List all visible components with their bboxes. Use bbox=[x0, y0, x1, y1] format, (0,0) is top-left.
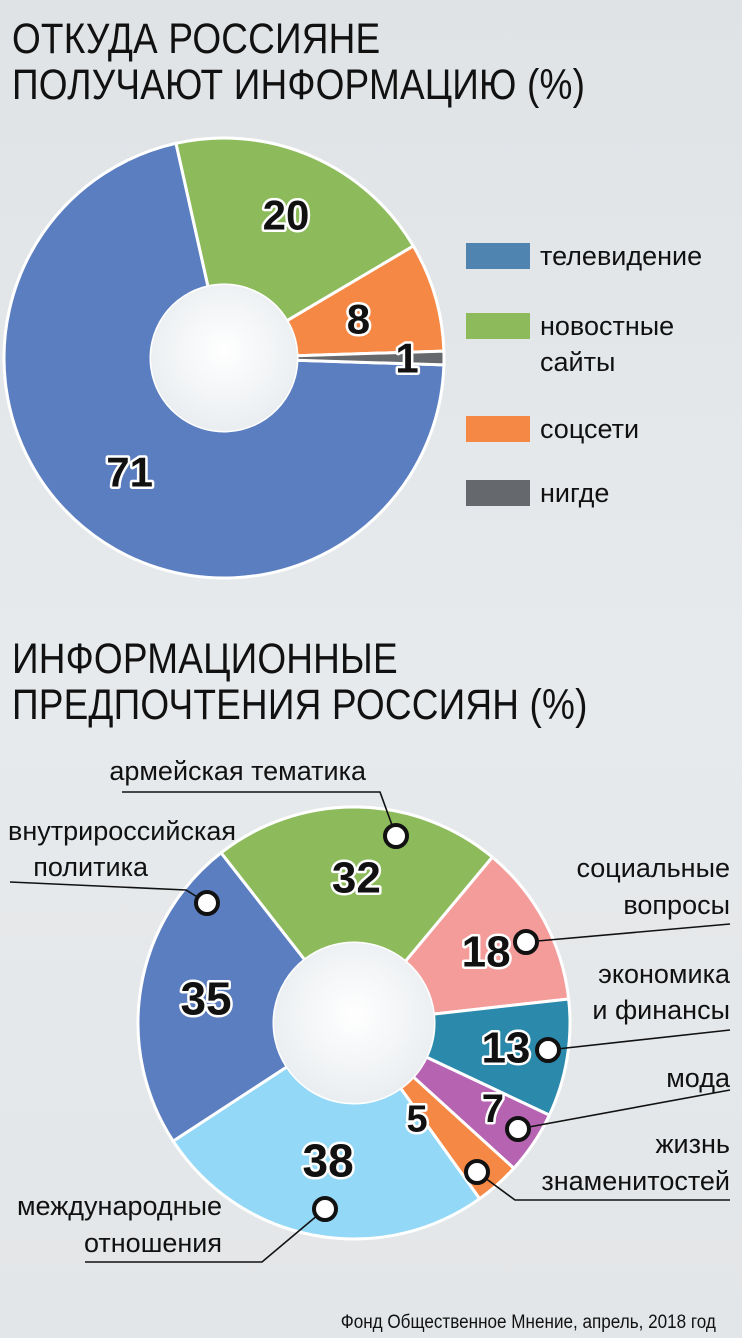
chart2-leader-социальные-вопросы bbox=[525, 923, 731, 943]
chart2-label-отношения: отношения bbox=[84, 1228, 222, 1258]
chart1-legend: телевидение новостные сайты соцсети нигде bbox=[466, 241, 702, 508]
chart1-donut: 71 20 81 bbox=[2, 136, 446, 580]
chart2-label-международные: международные bbox=[17, 1191, 222, 1221]
chart2-leader-жизнь-знаменитостей bbox=[476, 1171, 730, 1201]
chart2-value-международные-отношения: 38 bbox=[303, 1135, 354, 1187]
chart1-donut-hole bbox=[151, 285, 297, 431]
chart1-title: ОТКУДА РОССИЯНЕ ПОЛУЧАЮТ ИНФОРМАЦИЮ (%) bbox=[12, 16, 585, 108]
chart2-value-экономика-и-финансы: 13 bbox=[481, 1024, 530, 1073]
chart1-value-телевидение: 71 bbox=[106, 449, 153, 496]
chart1-title-line1: ОТКУДА РОССИЯНЕ bbox=[12, 15, 381, 63]
chart2-label-социальные: социальные bbox=[576, 853, 730, 883]
chart1-legend-label-соцсети: соцсети bbox=[540, 414, 639, 444]
chart2-title-line1: ИНФОРМАЦИОННЫЕ bbox=[12, 635, 398, 683]
chart1-legend-label-сайты: сайты bbox=[540, 347, 615, 377]
chart2-label-экономика: экономика bbox=[598, 959, 731, 989]
chart2-leader-мода bbox=[517, 1089, 731, 1130]
chart2-leader-международные-отношения bbox=[85, 1208, 326, 1263]
chart1-slice-телевидение bbox=[2, 141, 446, 580]
chart2-donut-hole bbox=[274, 943, 434, 1103]
chart2-label-политика: политика bbox=[33, 852, 149, 882]
chart2-donut: 32 18 13 7 5 38 35 армейская тематика социальные… bbox=[8, 756, 731, 1263]
chart2-marker-внутрироссийская-политика bbox=[194, 890, 220, 916]
chart2-label-внутрироссийская: внутрироссийская bbox=[8, 816, 236, 846]
chart2-label-знаменитостей: знаменитостей bbox=[541, 1166, 730, 1196]
chart2-value-жизнь-знаменитостей: 5 bbox=[407, 1099, 428, 1141]
chart1-legend-swatch-соцсети bbox=[466, 416, 530, 442]
chart1-legend-label-нигде: нигде bbox=[540, 478, 609, 508]
chart2-label-вопросы: вопросы bbox=[623, 890, 730, 920]
chart2-leader-экономика-и-финансы bbox=[547, 1029, 731, 1051]
chart2-label-жизнь: жизнь bbox=[655, 1129, 730, 1159]
chart2-value-армейская-тематика: 32 bbox=[332, 854, 381, 903]
chart2-label-армейская-тематика: армейская тематика bbox=[109, 756, 367, 786]
chart1-legend-label-телевидение: телевидение bbox=[540, 241, 702, 271]
chart2-marker-социальные-вопросы bbox=[513, 929, 539, 955]
chart2-value-мода: 7 bbox=[482, 1087, 504, 1131]
chart2-marker-экономика-и-финансы bbox=[535, 1037, 561, 1063]
chart2-title-line2: ПРЕДПОЧТЕНИЯ РОССИЯН (%) bbox=[12, 681, 588, 729]
chart2-label-и-финансы: и финансы bbox=[592, 995, 730, 1025]
chart2-marker-жизнь-знаменитостей bbox=[464, 1159, 490, 1185]
chart2-leader-армейская-тематика bbox=[122, 791, 397, 837]
chart1-value-нигде: 1 bbox=[395, 335, 418, 382]
chart2-value-социальные-вопросы: 18 bbox=[462, 927, 511, 976]
chart2-marker-армейская-тематика bbox=[383, 823, 409, 849]
chart2-title: ИНФОРМАЦИОННЫЕ ПРЕДПОЧТЕНИЯ РОССИЯН (%) bbox=[12, 636, 588, 728]
chart1-legend-swatch-новостные bbox=[466, 313, 530, 339]
chart1-value-новостные-сайты: 20 bbox=[263, 191, 310, 238]
chart2-value-внутрироссийская-политика: 35 bbox=[180, 972, 231, 1024]
chart1-legend-swatch-нигде bbox=[466, 480, 530, 506]
source-note: Фонд Общественное Мнение, апрель, 2018 г… bbox=[340, 1312, 716, 1333]
chart1-legend-swatch-телевидение bbox=[466, 243, 530, 269]
chart2-label-мода: мода bbox=[666, 1063, 731, 1093]
chart1-value-соцсети: 8 bbox=[347, 295, 370, 342]
chart1-title-line2: ПОЛУЧАЮТ ИНФОРМАЦИЮ (%) bbox=[12, 61, 586, 109]
chart2-marker-международные-отношения bbox=[312, 1196, 338, 1222]
chart1-legend-label-новостные: новостные bbox=[540, 311, 674, 341]
chart2-marker-мода bbox=[505, 1116, 531, 1142]
